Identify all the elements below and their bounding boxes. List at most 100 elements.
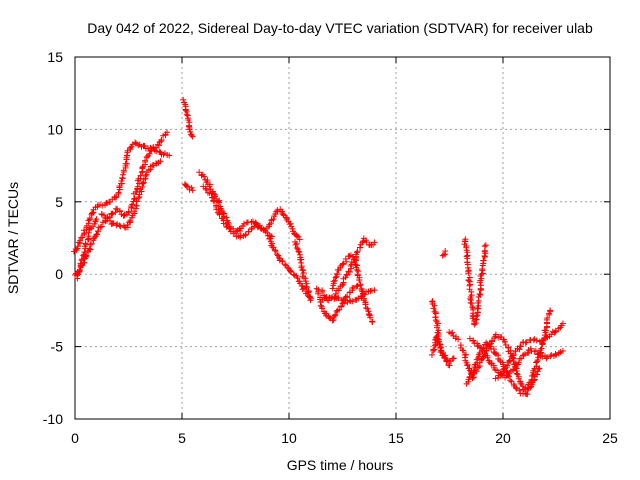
data-point (303, 283, 310, 290)
data-point (353, 264, 360, 271)
data-point (330, 278, 337, 285)
data-point (475, 302, 482, 309)
data-point (552, 351, 559, 358)
data-point (332, 274, 339, 281)
data-point (503, 372, 510, 379)
data-point (117, 223, 124, 230)
data-point (479, 270, 486, 277)
data-point (450, 332, 457, 339)
data-point (353, 267, 360, 274)
data-point (287, 268, 294, 275)
data-point (86, 215, 93, 222)
data-point (512, 384, 519, 391)
data-point (501, 338, 508, 345)
x-tick-label: 25 (602, 430, 618, 446)
data-point (329, 285, 336, 292)
x-tick-label: 15 (388, 430, 404, 446)
data-point (535, 366, 542, 373)
data-points (71, 96, 566, 398)
data-point (469, 375, 476, 382)
data-point (266, 221, 273, 228)
x-tick-label: 0 (71, 430, 79, 446)
data-point (332, 311, 339, 318)
data-point (139, 164, 146, 171)
data-point (466, 335, 473, 342)
data-point (142, 172, 149, 179)
data-point (339, 282, 346, 289)
data-point (343, 293, 350, 300)
data-point (276, 254, 283, 261)
data-point (93, 231, 100, 238)
data-point (215, 206, 222, 213)
data-point (282, 214, 289, 221)
chart-title: Day 042 of 2022, Sidereal Day-to-day VTE… (87, 20, 593, 36)
data-point (472, 316, 479, 323)
data-point (295, 248, 302, 255)
data-point (523, 339, 530, 346)
data-point (507, 377, 514, 384)
data-point (188, 132, 195, 139)
data-point (342, 255, 349, 262)
data-point (350, 284, 357, 291)
data-point (273, 251, 280, 258)
data-point (319, 305, 326, 312)
data-point (520, 352, 527, 359)
data-point (127, 144, 134, 151)
data-point (431, 302, 438, 309)
data-point (428, 351, 435, 358)
data-point (530, 377, 537, 384)
y-tick-label: 15 (47, 49, 63, 65)
data-point (236, 225, 243, 232)
data-point (202, 185, 209, 192)
data-point (515, 359, 522, 366)
data-point (88, 210, 95, 217)
data-point (449, 329, 456, 336)
data-point (506, 357, 513, 364)
data-point (157, 158, 164, 165)
data-point (460, 347, 467, 354)
data-point (296, 249, 303, 256)
y-axis-ticks: -10 -5 0 5 10 15 (43, 49, 610, 427)
data-point (354, 249, 361, 256)
data-point (476, 291, 483, 298)
data-point (112, 194, 119, 201)
data-point (317, 302, 324, 309)
y-tick-label: 10 (47, 121, 63, 137)
data-point (470, 367, 477, 374)
data-point (513, 370, 520, 377)
data-point (183, 183, 190, 190)
data-point (465, 270, 472, 277)
data-point (474, 343, 481, 350)
data-point (356, 244, 363, 251)
data-point (129, 201, 136, 208)
data-point (354, 248, 361, 255)
data-point (443, 358, 450, 365)
data-point (109, 210, 116, 217)
data-point (467, 370, 474, 377)
data-point (230, 225, 237, 232)
data-point (107, 217, 114, 224)
data-point (271, 247, 278, 254)
data-point (344, 272, 351, 279)
data-point (533, 337, 540, 344)
data-point (315, 290, 322, 297)
data-point (82, 240, 89, 247)
data-point (498, 371, 505, 378)
data-point (299, 286, 306, 293)
data-point (85, 229, 92, 236)
data-point (338, 303, 345, 310)
data-point (323, 293, 330, 300)
data-point (455, 336, 462, 343)
data-point (164, 129, 171, 136)
data-point (79, 234, 86, 241)
data-point (371, 239, 378, 246)
data-point (532, 347, 539, 354)
data-point (469, 303, 476, 310)
data-point (482, 242, 489, 249)
data-point (88, 240, 95, 247)
data-point (430, 346, 437, 353)
data-point (81, 249, 88, 256)
x-axis-ticks: 0 5 10 15 20 25 (71, 57, 618, 446)
data-point (475, 351, 482, 358)
data-point (270, 244, 277, 251)
